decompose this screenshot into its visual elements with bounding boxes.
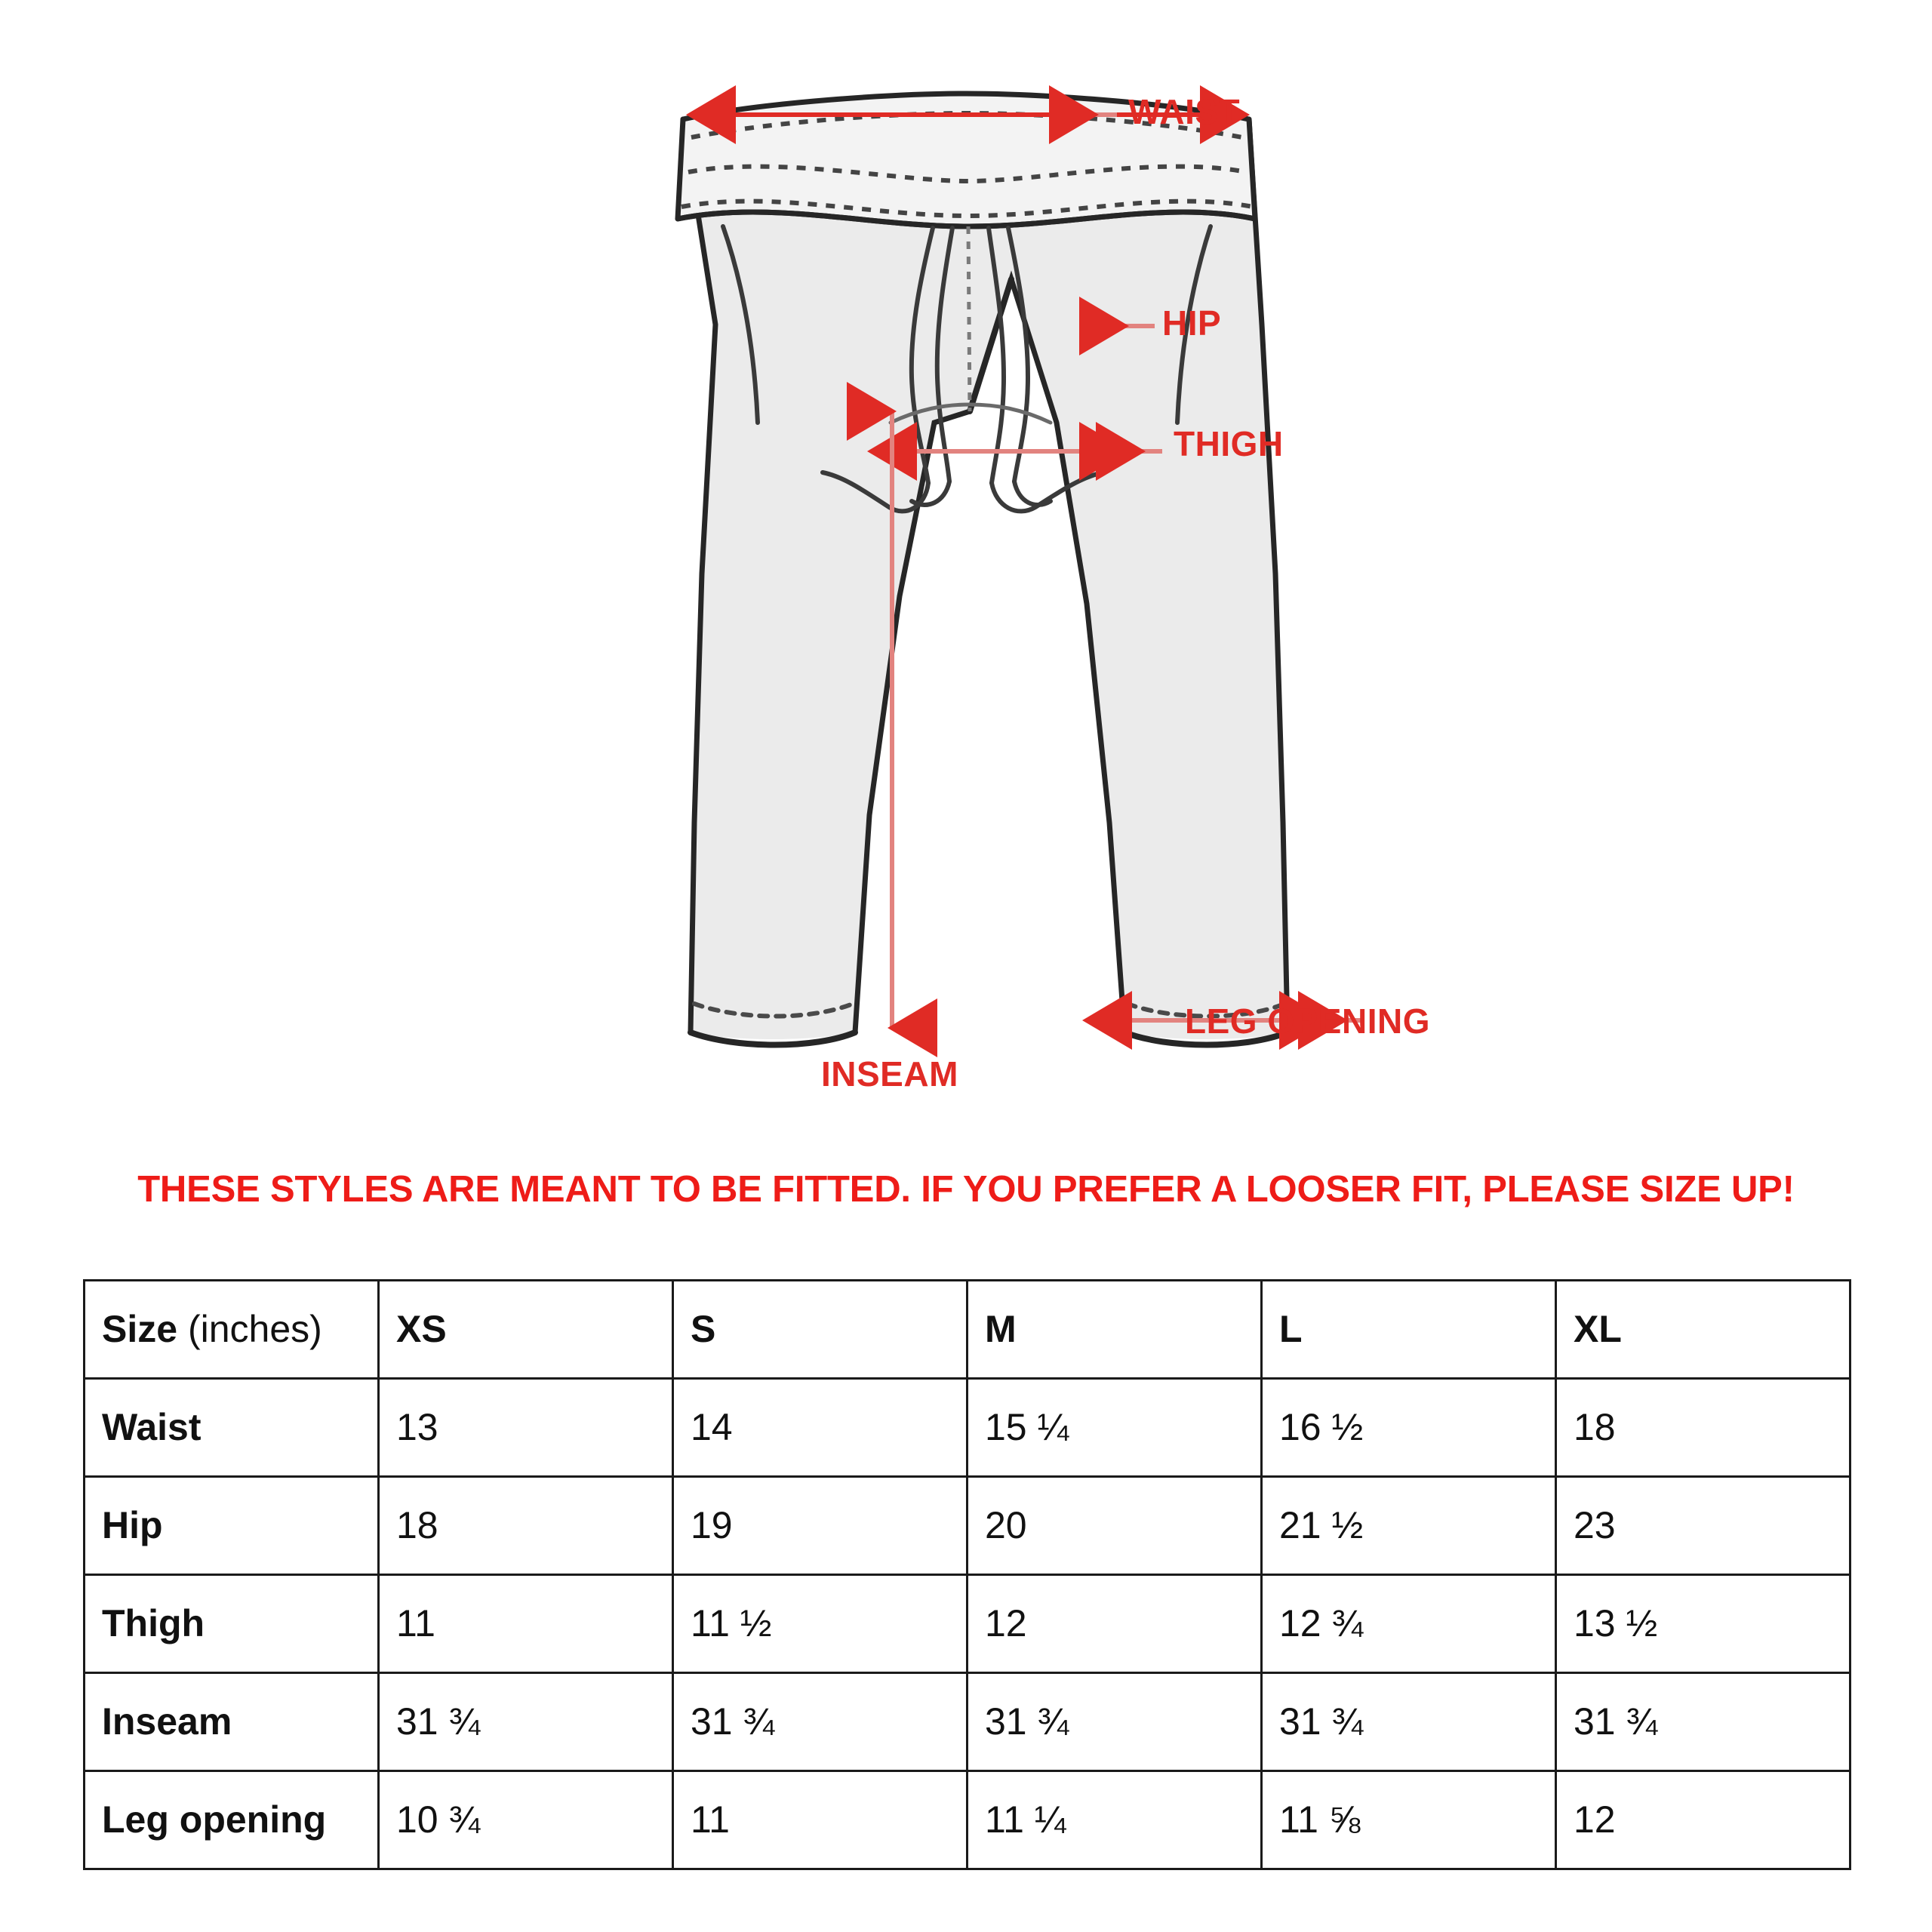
column-header-s: S bbox=[672, 1279, 968, 1380]
cell-hip-l: 21 ½ bbox=[1260, 1475, 1557, 1576]
table-row: Hip 18 19 20 21 ½ 23 bbox=[83, 1475, 1851, 1576]
pocket-seams bbox=[721, 224, 1213, 425]
row-label-leg-opening: Leg opening bbox=[83, 1770, 380, 1870]
callout-label-inseam: INSEAM bbox=[821, 1054, 958, 1094]
cell-waist-s: 14 bbox=[672, 1377, 968, 1478]
cell-hip-xs: 18 bbox=[377, 1475, 674, 1576]
row-label-hip: Hip bbox=[83, 1475, 380, 1576]
row-label-thigh: Thigh bbox=[83, 1574, 380, 1674]
callout-label-waist: WAIST bbox=[1128, 92, 1241, 131]
cell-thigh-l: 12 ¾ bbox=[1260, 1574, 1557, 1674]
table-row: Inseam 31 ¾ 31 ¾ 31 ¾ 31 ¾ 31 ¾ bbox=[83, 1672, 1851, 1772]
callout-label-thigh: THIGH bbox=[1174, 424, 1284, 463]
cell-thigh-s: 11 ½ bbox=[672, 1574, 968, 1674]
cell-waist-xl: 18 bbox=[1555, 1377, 1851, 1478]
size-table-container: Size (inches) XS S M L XL Waist 13 14 15 ¼ 16 ½ 18 H… bbox=[83, 1279, 1851, 1870]
table-row: Leg opening 10 ¾ 11 11 ¼ 11 ⅝ 12 bbox=[83, 1770, 1851, 1870]
cell-thigh-xs: 11 bbox=[377, 1574, 674, 1674]
cell-waist-l: 16 ½ bbox=[1260, 1377, 1557, 1478]
callout-label-hip: HIP bbox=[1162, 303, 1222, 343]
cell-leg-opening-xs: 10 ¾ bbox=[377, 1770, 674, 1870]
cell-inseam-xl: 31 ¾ bbox=[1555, 1672, 1851, 1772]
measurement-diagram: WAIST HIP THIGH LEG OPENING INSEAM bbox=[675, 85, 1430, 1094]
column-header-xl: XL bbox=[1555, 1279, 1851, 1380]
center-front-seam bbox=[966, 226, 972, 412]
cell-leg-opening-m: 11 ¼ bbox=[966, 1770, 1263, 1870]
table-row: Thigh 11 11 ½ 12 12 ¾ 13 ½ bbox=[83, 1574, 1851, 1674]
column-header-l: L bbox=[1260, 1279, 1557, 1380]
cell-leg-opening-xl: 12 bbox=[1555, 1770, 1851, 1870]
corner-label-unit: (inches) bbox=[177, 1308, 322, 1350]
cell-inseam-l: 31 ¾ bbox=[1260, 1672, 1557, 1772]
row-label-inseam: Inseam bbox=[83, 1672, 380, 1772]
pants-body bbox=[680, 94, 1291, 1048]
cell-inseam-m: 31 ¾ bbox=[966, 1672, 1263, 1772]
cell-hip-s: 19 bbox=[672, 1475, 968, 1576]
pants-illustration bbox=[675, 85, 1362, 1057]
size-chart-table: Size (inches) XS S M L XL Waist 13 14 15 ¼ 16 ½ 18 H… bbox=[83, 1279, 1851, 1870]
cell-inseam-s: 31 ¾ bbox=[672, 1672, 968, 1772]
column-header-m: M bbox=[966, 1279, 1263, 1380]
cell-hip-xl: 23 bbox=[1555, 1475, 1851, 1576]
table-header-row: Size (inches) XS S M L XL bbox=[83, 1279, 1851, 1380]
cell-waist-xs: 13 bbox=[377, 1377, 674, 1478]
column-header-xs: XS bbox=[377, 1279, 674, 1380]
cell-thigh-m: 12 bbox=[966, 1574, 1263, 1674]
callout-label-leg-opening: LEG OPENING bbox=[1185, 1001, 1430, 1041]
cell-hip-m: 20 bbox=[966, 1475, 1263, 1576]
table-row: Waist 13 14 15 ¼ 16 ½ 18 bbox=[83, 1377, 1851, 1478]
fit-notice-text: THESE STYLES ARE MEANT TO BE FITTED. IF … bbox=[137, 1169, 1795, 1210]
cell-leg-opening-l: 11 ⅝ bbox=[1260, 1770, 1557, 1870]
cell-waist-m: 15 ¼ bbox=[966, 1377, 1263, 1478]
row-label-waist: Waist bbox=[83, 1377, 380, 1478]
corner-label-bold: Size bbox=[102, 1308, 178, 1350]
cell-leg-opening-s: 11 bbox=[672, 1770, 968, 1870]
table-corner-label: Size (inches) bbox=[83, 1279, 380, 1380]
cell-inseam-xs: 31 ¾ bbox=[377, 1672, 674, 1772]
cell-thigh-xl: 13 ½ bbox=[1555, 1574, 1851, 1674]
